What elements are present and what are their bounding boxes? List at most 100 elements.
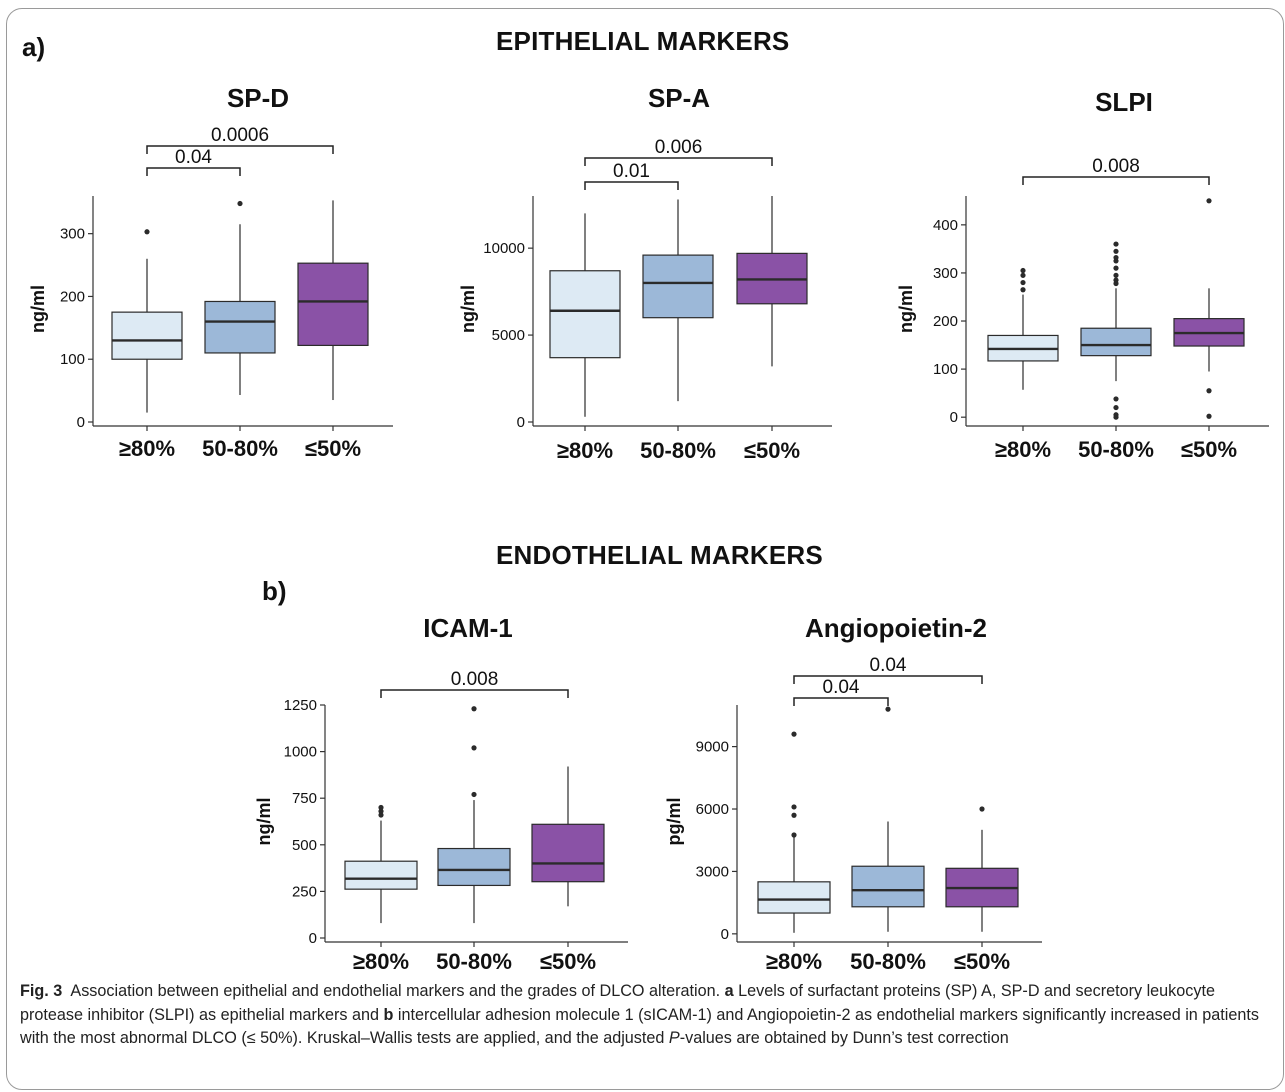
sp-d-box-0 — [111, 311, 183, 360]
section-title-endothelial: ENDOTHELIAL MARKERS — [496, 540, 823, 570]
icam-1-outlier-0-1 — [378, 808, 384, 814]
angiopoietin-2-outlier-1-0 — [885, 706, 891, 712]
slpi-title: SLPI — [1095, 87, 1153, 117]
icam-1-y-tick-label-0: 0 — [309, 930, 317, 947]
sp-d-y-tick-label-2: 200 — [60, 288, 85, 305]
icam-1-y-label: ng/ml — [254, 798, 274, 846]
sp-a-y-tick-label-0: 0 — [517, 414, 525, 431]
slpi-outlier-0-0 — [1020, 287, 1026, 293]
figure-frame — [6, 8, 1284, 1090]
icam-1-y-tick-label-1: 250 — [292, 883, 317, 900]
sp-d-outlier-0-0 — [144, 229, 150, 235]
slpi-outlier-0-2 — [1020, 272, 1026, 278]
slpi-outlier-0-3 — [1020, 267, 1026, 274]
sp-d-outlier-1-0 — [237, 200, 243, 207]
sp-a-category-label-2: ≤50% — [744, 438, 800, 463]
caption-text-3: intercellular adhesion molecule 1 (sICAM… — [20, 1005, 1259, 1048]
caption-bold-b: b — [383, 1005, 394, 1024]
slpi-outlier-1-2 — [1113, 404, 1119, 411]
sp-a-p-value-0: 0.01 — [613, 161, 650, 182]
icam-1-outlier-0-0 — [378, 812, 384, 818]
caption-text-1: Association between epithelial and endot… — [70, 982, 721, 1000]
sp-d-y-tick-label-0: 0 — [77, 414, 85, 431]
slpi-outlier-1-3 — [1113, 396, 1119, 402]
angiopoietin-2-bracket-1 — [793, 675, 983, 684]
icam-1-category-label-0: ≥80% — [353, 949, 409, 974]
figure-caption: Fig. 3 Association between epithelial an… — [20, 980, 1265, 1051]
icam-1-bracket-0 — [380, 689, 569, 698]
icam-1-title: ICAM-1 — [423, 613, 513, 643]
sp-d-y-label: ng/ml — [28, 285, 48, 333]
panel-b-letter: b) — [262, 576, 287, 606]
angiopoietin-2-category-label-2: ≤50% — [954, 949, 1010, 974]
slpi-outlier-1-1 — [1113, 412, 1119, 418]
slpi-outlier-2-1 — [1206, 413, 1212, 419]
slpi-outlier-0-1 — [1020, 279, 1026, 286]
angiopoietin-2-y-label: pg/ml — [664, 798, 684, 846]
caption-italic-p: P — [668, 1029, 680, 1047]
sp-d-category-label-2: ≤50% — [305, 436, 361, 461]
sp-a-bracket-0 — [584, 181, 679, 190]
caption-label: Fig. 3 — [20, 982, 63, 1000]
icam-1-outlier-1-1 — [471, 745, 477, 751]
sp-d-box-1 — [204, 300, 276, 354]
angiopoietin-2-outlier-0-2 — [791, 804, 797, 810]
caption-text-2: Levels of surfactant proteins (SP) A, SP… — [20, 982, 1215, 1024]
angiopoietin-2-y-tick-label-0: 0 — [721, 926, 729, 943]
sp-d-bracket-0 — [146, 167, 241, 176]
sp-a-box-1 — [642, 254, 714, 319]
angiopoietin-2-title: Angiopoietin-2 — [805, 613, 987, 643]
slpi-outlier-1-5 — [1113, 277, 1119, 283]
slpi-box-1 — [1080, 327, 1152, 357]
slpi-outlier-1-11 — [1113, 241, 1119, 247]
sp-a-bracket-1 — [584, 157, 773, 166]
sp-d-bracket-1 — [146, 145, 334, 154]
icam-1-box-2 — [531, 823, 605, 883]
slpi-outlier-1-9 — [1113, 254, 1119, 261]
sp-d-p-value-0: 0.04 — [175, 147, 212, 168]
angiopoietin-2-y-tick-label-1: 3000 — [696, 863, 729, 880]
sp-a-category-label-0: ≥80% — [557, 438, 613, 463]
icam-1-box-0 — [344, 860, 418, 890]
angiopoietin-2-outlier-0-1 — [791, 812, 797, 818]
slpi-y-tick-label-4: 400 — [933, 217, 958, 234]
icam-1-y-tick-label-3: 750 — [292, 790, 317, 807]
slpi-y-tick-label-1: 100 — [933, 361, 958, 378]
sp-d-category-label-0: ≥80% — [119, 436, 175, 461]
angiopoietin-2-box-0 — [757, 881, 831, 914]
angiopoietin-2-category-label-1: 50-80% — [850, 949, 926, 974]
slpi-outlier-2-0 — [1206, 388, 1212, 394]
angiopoietin-2-p-value-0: 0.04 — [823, 677, 860, 698]
icam-1-y-tick-label-5: 1250 — [284, 697, 317, 714]
angiopoietin-2-outlier-0-0 — [791, 832, 797, 838]
icam-1-outlier-1-2 — [471, 706, 477, 712]
slpi-outlier-2-2 — [1206, 198, 1212, 204]
icam-1-outlier-0-2 — [378, 804, 384, 811]
sp-a-p-value-1: 0.006 — [655, 137, 703, 158]
slpi-y-label: ng/ml — [896, 285, 916, 333]
slpi-y-tick-label-2: 200 — [933, 313, 958, 330]
slpi-p-value-0: 0.008 — [1092, 156, 1140, 177]
slpi-outlier-1-7 — [1113, 265, 1119, 271]
angiopoietin-2-bracket-0 — [793, 697, 889, 706]
slpi-category-label-1: 50-80% — [1078, 437, 1154, 462]
sp-a-box-0 — [549, 270, 621, 359]
slpi-y-tick-label-0: 0 — [950, 409, 958, 426]
sp-a-y-label: ng/ml — [458, 285, 478, 333]
icam-1-category-label-1: 50-80% — [436, 949, 512, 974]
angiopoietin-2-outlier-0-3 — [791, 731, 797, 737]
slpi-y-tick-label-3: 300 — [933, 265, 958, 282]
sp-d-box-2 — [297, 262, 369, 347]
sp-a-y-tick-label-2: 10000 — [483, 240, 525, 257]
angiopoietin-2-y-tick-label-3: 9000 — [696, 739, 729, 756]
panel-a-letter: a) — [22, 32, 46, 62]
sp-a-category-label-1: 50-80% — [640, 438, 716, 463]
sp-a-title: SP-A — [648, 83, 710, 113]
angiopoietin-2-y-tick-label-2: 6000 — [696, 801, 729, 818]
icam-1-y-tick-label-4: 1000 — [284, 744, 317, 761]
slpi-bracket-0 — [1022, 176, 1210, 185]
angiopoietin-2-category-label-0: ≥80% — [766, 949, 822, 974]
icam-1-category-label-2: ≤50% — [540, 949, 596, 974]
sp-a-y-tick-label-1: 5000 — [492, 327, 525, 344]
